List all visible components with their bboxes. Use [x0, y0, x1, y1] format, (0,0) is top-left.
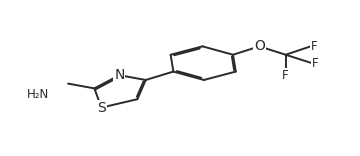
Text: F: F	[282, 69, 289, 82]
Text: F: F	[312, 57, 319, 70]
Text: H₂N: H₂N	[26, 88, 49, 101]
Text: O: O	[254, 39, 265, 53]
Text: F: F	[311, 40, 317, 53]
Text: S: S	[97, 101, 106, 115]
Text: N: N	[114, 68, 125, 82]
